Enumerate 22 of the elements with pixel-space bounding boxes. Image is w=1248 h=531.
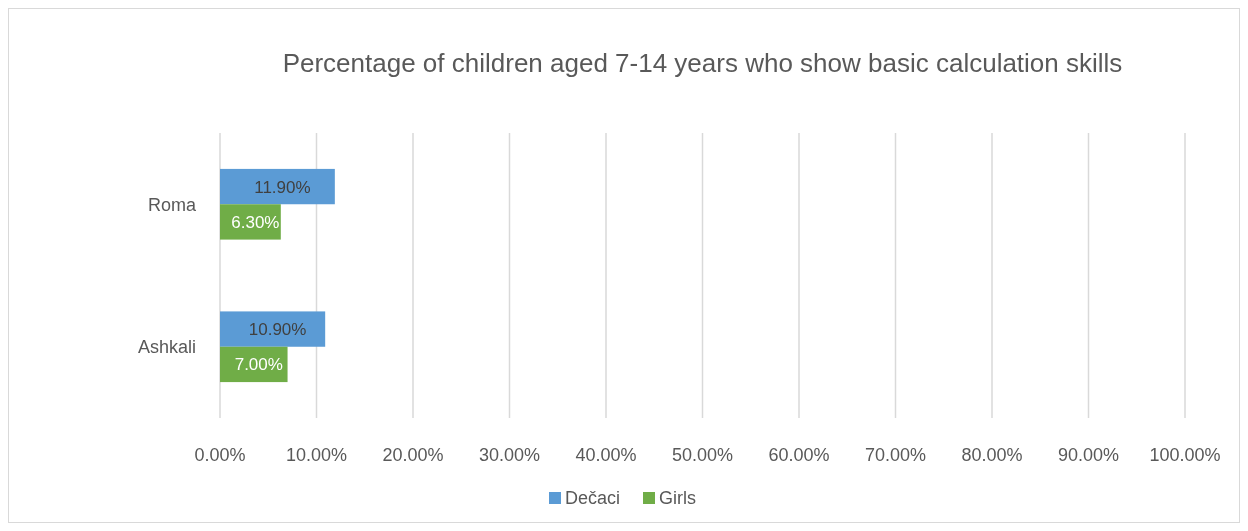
x-tick-label: 80.00% [961, 445, 1023, 466]
data-label: 11.90% [254, 177, 311, 197]
x-tick-label: 10.00% [285, 445, 348, 466]
x-tick-label: 70.00% [864, 445, 927, 466]
legend-label: Dečaci [565, 488, 621, 509]
x-tick-label: 20.00% [382, 445, 444, 466]
x-tick-label: 90.00% [1057, 445, 1120, 466]
bar [220, 168, 335, 205]
x-tick-label: 40.00% [575, 445, 637, 466]
y-tick-label: Roma [147, 194, 197, 215]
x-tick-label: 30.00% [478, 445, 541, 466]
x-tick-label: 0.00% [194, 445, 246, 466]
y-tick-label: Ashkali [137, 337, 196, 358]
data-label: 6.30% [231, 212, 280, 232]
data-label: 7.00% [234, 355, 283, 375]
legend-label: Girls [659, 488, 696, 509]
x-tick-label: 100.00% [1149, 445, 1221, 466]
x-tick-label: 50.00% [671, 445, 734, 466]
data-label: 10.90% [248, 320, 307, 340]
bar [220, 311, 326, 347]
x-tick-label: 60.00% [768, 445, 830, 466]
chart-title: Percentage of children aged 7-14 years who show basic calculation skills [282, 48, 1123, 79]
